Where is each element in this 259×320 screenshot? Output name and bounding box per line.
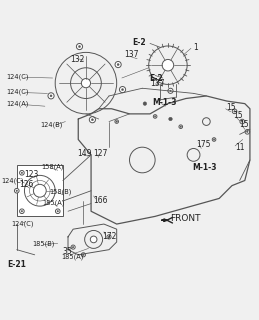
Text: 35: 35 (62, 247, 72, 256)
Circle shape (15, 188, 19, 193)
Circle shape (119, 86, 126, 93)
Circle shape (168, 88, 173, 93)
Circle shape (234, 110, 235, 112)
Text: 124(A): 124(A) (6, 101, 29, 108)
Text: 172: 172 (103, 232, 117, 241)
Circle shape (76, 44, 83, 50)
Circle shape (247, 131, 248, 132)
Circle shape (21, 211, 23, 212)
Circle shape (117, 64, 119, 66)
Text: 137: 137 (124, 51, 139, 60)
Circle shape (72, 246, 74, 248)
Circle shape (20, 171, 24, 175)
Circle shape (83, 254, 84, 256)
Text: 1: 1 (193, 43, 198, 52)
Circle shape (50, 95, 52, 97)
Circle shape (48, 93, 54, 99)
Circle shape (162, 60, 174, 71)
Circle shape (21, 172, 23, 173)
Text: FRONT: FRONT (170, 214, 201, 223)
Circle shape (169, 117, 172, 121)
Text: 123: 123 (24, 170, 39, 179)
Circle shape (81, 253, 85, 257)
Circle shape (170, 90, 171, 92)
Circle shape (179, 125, 183, 129)
Circle shape (143, 102, 147, 105)
Circle shape (154, 116, 156, 117)
Circle shape (180, 126, 182, 127)
Text: 124(B): 124(B) (40, 121, 62, 128)
Circle shape (89, 117, 96, 123)
Circle shape (212, 138, 216, 141)
FancyBboxPatch shape (17, 165, 63, 216)
Circle shape (153, 115, 157, 118)
Circle shape (81, 78, 91, 88)
Circle shape (240, 119, 244, 124)
Circle shape (232, 109, 237, 114)
Text: E-21: E-21 (8, 260, 26, 269)
Text: 137: 137 (150, 79, 164, 88)
Circle shape (245, 130, 250, 134)
Text: 124(C): 124(C) (12, 220, 34, 227)
Circle shape (90, 236, 97, 243)
Circle shape (115, 61, 121, 68)
Text: 158(A): 158(A) (41, 163, 63, 170)
Text: M-1-3: M-1-3 (192, 163, 217, 172)
Text: 185(A): 185(A) (62, 253, 84, 260)
Text: 15: 15 (226, 103, 235, 112)
Circle shape (107, 235, 111, 239)
Text: 15: 15 (234, 111, 243, 120)
Text: 126: 126 (19, 180, 34, 189)
Circle shape (116, 121, 118, 122)
Text: 158(B): 158(B) (49, 189, 71, 195)
Circle shape (55, 209, 60, 213)
Text: 124(C): 124(C) (6, 74, 29, 80)
Circle shape (121, 89, 124, 91)
Circle shape (71, 245, 75, 249)
Circle shape (115, 120, 118, 124)
Text: 185(B): 185(B) (32, 241, 54, 247)
Text: 124(C): 124(C) (1, 177, 24, 184)
Circle shape (57, 211, 59, 212)
Circle shape (213, 139, 215, 140)
Text: 11: 11 (235, 143, 244, 152)
Text: 127: 127 (94, 148, 108, 157)
Circle shape (91, 119, 93, 121)
Circle shape (108, 236, 110, 238)
Text: 185(A): 185(A) (42, 200, 65, 206)
Polygon shape (161, 219, 167, 221)
Text: 124(C): 124(C) (6, 89, 29, 95)
Text: E-2: E-2 (132, 38, 146, 47)
Circle shape (16, 190, 18, 191)
Text: 149: 149 (77, 148, 91, 157)
Circle shape (241, 121, 243, 122)
Text: 132: 132 (70, 55, 85, 64)
Circle shape (20, 209, 24, 213)
Circle shape (33, 184, 46, 197)
Text: E-2: E-2 (149, 74, 163, 83)
Circle shape (78, 45, 81, 48)
Text: 175: 175 (196, 140, 211, 148)
Text: M-1-3: M-1-3 (153, 98, 177, 107)
Text: 166: 166 (93, 196, 108, 205)
Text: 15: 15 (240, 120, 249, 129)
